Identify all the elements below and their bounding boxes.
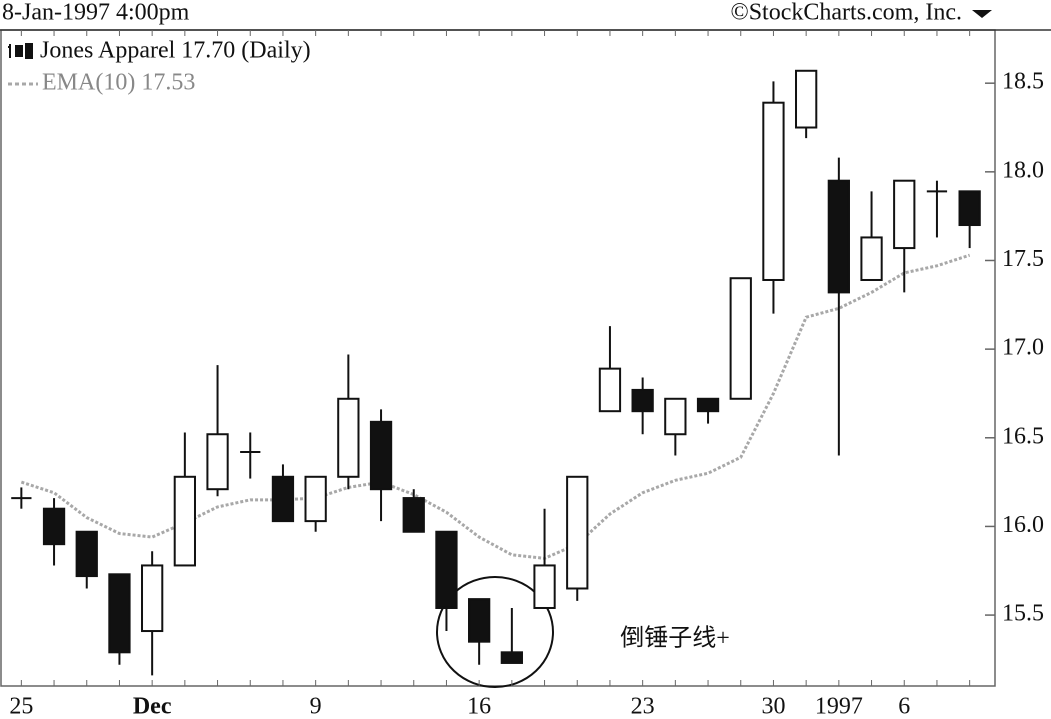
candle-body — [958, 190, 981, 227]
candle-body — [468, 598, 491, 643]
candle-body — [141, 564, 164, 633]
candle-body — [173, 475, 196, 567]
x-tick-label: 6 — [898, 694, 910, 719]
y-tick-label: 16.5 — [1002, 423, 1044, 449]
candle-body — [762, 101, 785, 281]
candle-body — [533, 564, 556, 609]
y-tick-label: 17.0 — [1002, 335, 1044, 361]
candle-body — [795, 69, 818, 129]
y-tick-label: 18.5 — [1002, 69, 1044, 95]
y-tick-label: 15.5 — [1002, 601, 1044, 627]
candle-body — [402, 497, 425, 533]
highlight-circle — [436, 576, 554, 688]
ema-line — [20, 253, 971, 560]
legend-entry: EMA(10) 17.53 — [42, 70, 195, 96]
y-tick-label: 16.0 — [1002, 512, 1044, 538]
header-date: 8-Jan-1997 4:00pm — [2, 0, 190, 26]
candle-body — [893, 179, 916, 250]
header-copyright: ©StockCharts.com, Inc. — [730, 0, 962, 26]
x-tick-label: 23 — [631, 694, 655, 719]
candle-body — [566, 475, 589, 590]
x-tick-label: 16 — [467, 694, 491, 719]
candle-body — [631, 388, 654, 413]
candle-body — [696, 397, 720, 413]
candle-body — [369, 420, 393, 491]
x-tick-label: 25 — [9, 694, 33, 719]
legend-candle-icon — [8, 43, 33, 59]
menu-arrow[interactable] — [972, 10, 992, 18]
y-tick-label: 17.5 — [1002, 246, 1044, 272]
candle-body — [206, 433, 229, 491]
legend: Jones Apparel 17.70 (Daily) EMA(10) 17.5… — [8, 38, 311, 96]
x-tick-label: 9 — [310, 694, 322, 719]
candle-body — [664, 397, 687, 436]
annotation: 倒锤子线+ — [620, 625, 730, 652]
x-tick-label: Dec — [133, 694, 172, 719]
x-tick-label: 30 — [761, 694, 785, 719]
candle-body — [304, 475, 327, 523]
candle-body — [598, 367, 622, 413]
candle-body — [42, 507, 66, 546]
candle-body — [500, 651, 523, 664]
candle-body — [860, 236, 883, 281]
x-tick-label: 1997 — [815, 694, 863, 719]
candle-body — [337, 397, 360, 478]
legend-entry: Jones Apparel 17.70 (Daily) — [40, 38, 311, 64]
candle-body — [435, 530, 458, 609]
candle-body — [75, 530, 98, 578]
candle-body — [108, 573, 131, 654]
candle-body — [729, 277, 752, 400]
candle-body — [271, 475, 295, 523]
candle-body — [827, 179, 850, 294]
y-tick-label: 18.0 — [1002, 157, 1044, 183]
